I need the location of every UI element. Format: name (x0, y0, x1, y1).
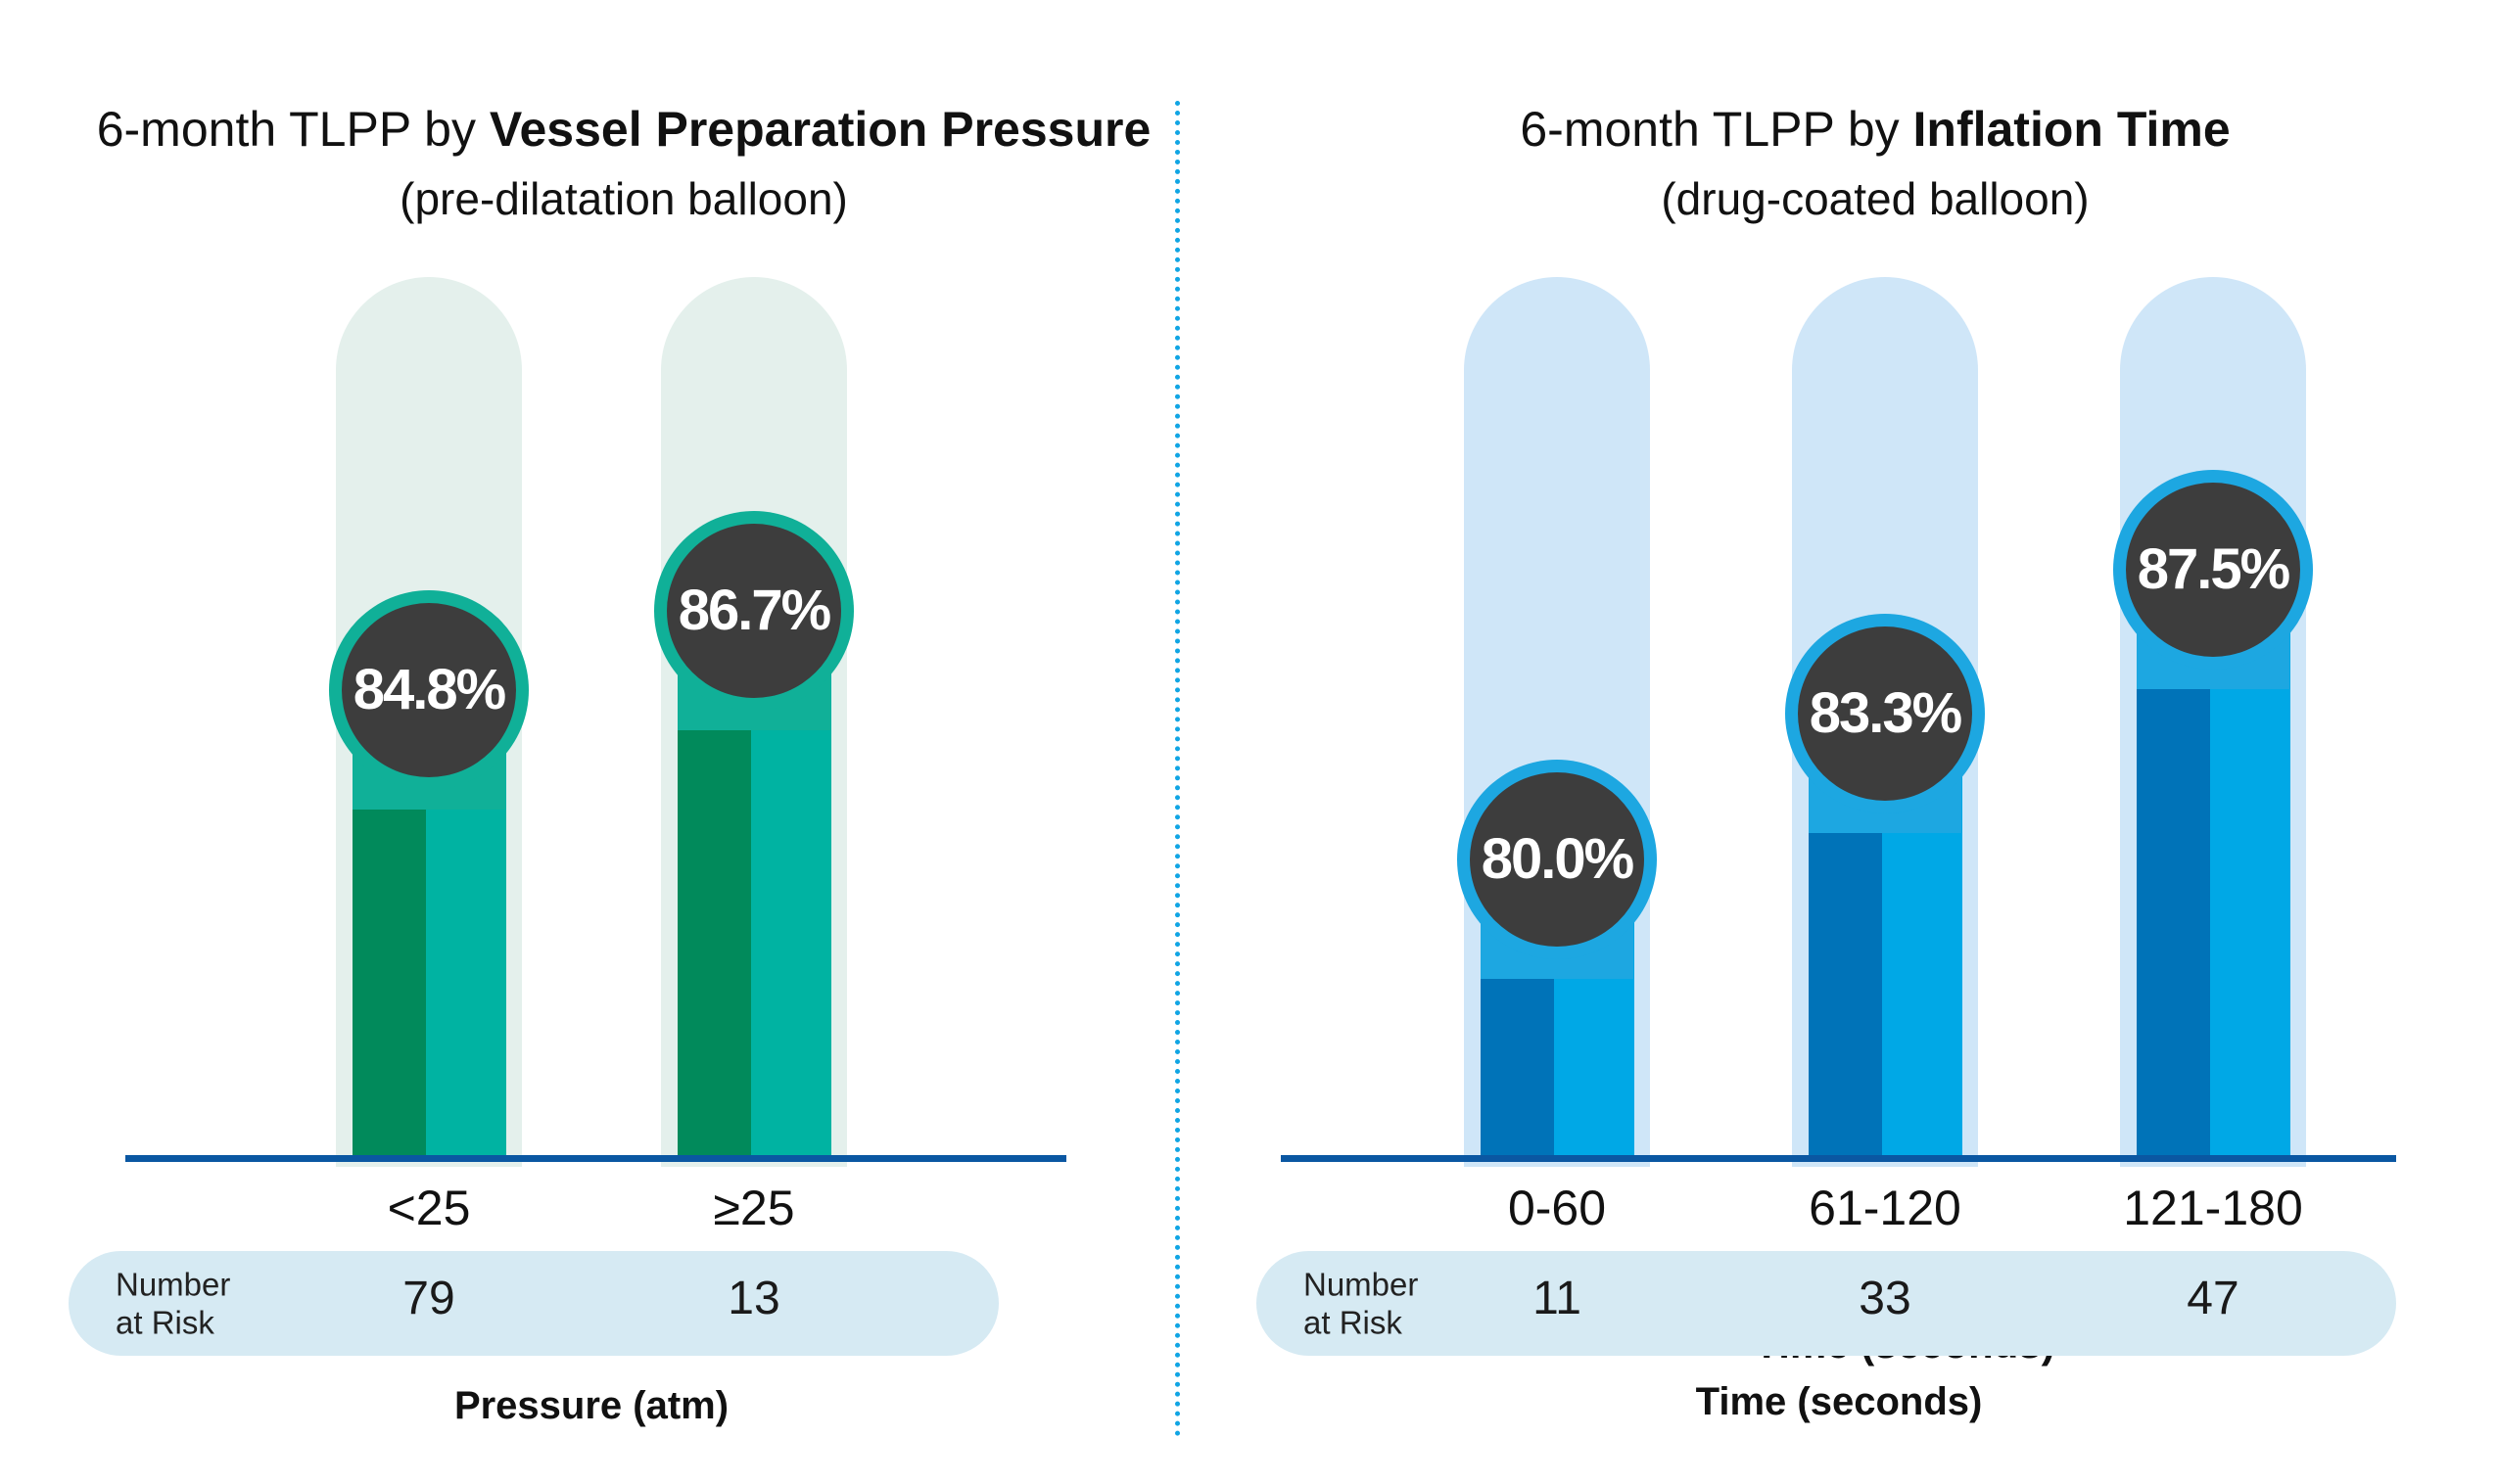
right-category-label: 121-180 (2123, 1181, 2303, 1235)
left-chart-subtitle: (pre-dilatation balloon) (400, 173, 848, 224)
left-number-at-risk-value: 79 (402, 1273, 455, 1324)
right-nar-label-line1: Number (1303, 1265, 1419, 1302)
right-number-at-risk-pill: Number at Risk (1256, 1251, 2396, 1356)
panel-divider-dotted-line (1175, 101, 1180, 1437)
left-number-at-risk-value: 13 (728, 1273, 780, 1324)
right-percent-badge-value: 83.3% (1809, 681, 1962, 745)
left-percent-badge: 84.8% (329, 590, 529, 790)
right-percent-badge-value: 80.0% (1481, 827, 1634, 891)
left-percent-badge-value: 86.7% (678, 579, 831, 642)
right-percent-badge-disc: 83.3% (1798, 626, 1972, 801)
right-percent-badge: 80.0% (1457, 760, 1657, 959)
right-nar-label-line2: at Risk (1303, 1304, 1402, 1341)
right-category-label: 61-120 (1809, 1181, 1961, 1235)
left-chart-title-prefix: 6-month TLPP by (96, 102, 490, 157)
right-chart-axis-baseline (1281, 1155, 2396, 1162)
right-number-at-risk-label: Number at Risk (1303, 1265, 1418, 1342)
right-chart-title: 6-month TLPP by Inflation Time (1520, 101, 2230, 158)
right-percent-badge-disc: 87.5% (2126, 483, 2300, 657)
left-percent-badge: 86.7% (654, 511, 854, 711)
right-percent-badge-disc: 80.0% (1470, 772, 1644, 947)
left-chart-title-bold: Vessel Preparation Pressure (489, 102, 1152, 157)
left-nar-label-line1: Number (116, 1265, 231, 1302)
right-x-axis-label: Time (seconds) (1695, 1380, 1983, 1423)
left-category-label: <25 (387, 1181, 471, 1235)
left-number-at-risk-label: Number at Risk (116, 1265, 230, 1342)
left-percent-badge-disc: 84.8% (342, 603, 516, 777)
right-chart-title-bold: Inflation Time (1912, 102, 2231, 157)
left-category-label: ≥25 (713, 1181, 795, 1235)
right-number-at-risk-value: 11 (1532, 1273, 1581, 1324)
left-percent-badge-value: 84.8% (353, 658, 506, 721)
left-chart-title: 6-month TLPP by Vessel Preparation Press… (97, 101, 1152, 158)
right-chart-title-prefix: 6-month TLPP by (1520, 102, 1913, 157)
left-chart-axis-baseline (125, 1155, 1066, 1162)
left-percent-badge-disc: 86.7% (667, 524, 841, 698)
left-nar-label-line2: at Risk (116, 1304, 214, 1341)
left-x-axis-label: Pressure (atm) (453, 1384, 730, 1427)
right-chart-subtitle: (drug-coated balloon) (1661, 173, 2090, 224)
left-number-at-risk-pill: Number at Risk (69, 1251, 999, 1356)
right-percent-badge: 83.3% (1785, 614, 1985, 813)
right-percent-badge-value: 87.5% (2137, 537, 2290, 601)
right-number-at-risk-value: 47 (2187, 1273, 2239, 1324)
right-category-label: 0-60 (1507, 1181, 1607, 1235)
right-number-at-risk-value: 33 (1859, 1273, 1911, 1324)
right-percent-badge: 87.5% (2113, 470, 2313, 670)
